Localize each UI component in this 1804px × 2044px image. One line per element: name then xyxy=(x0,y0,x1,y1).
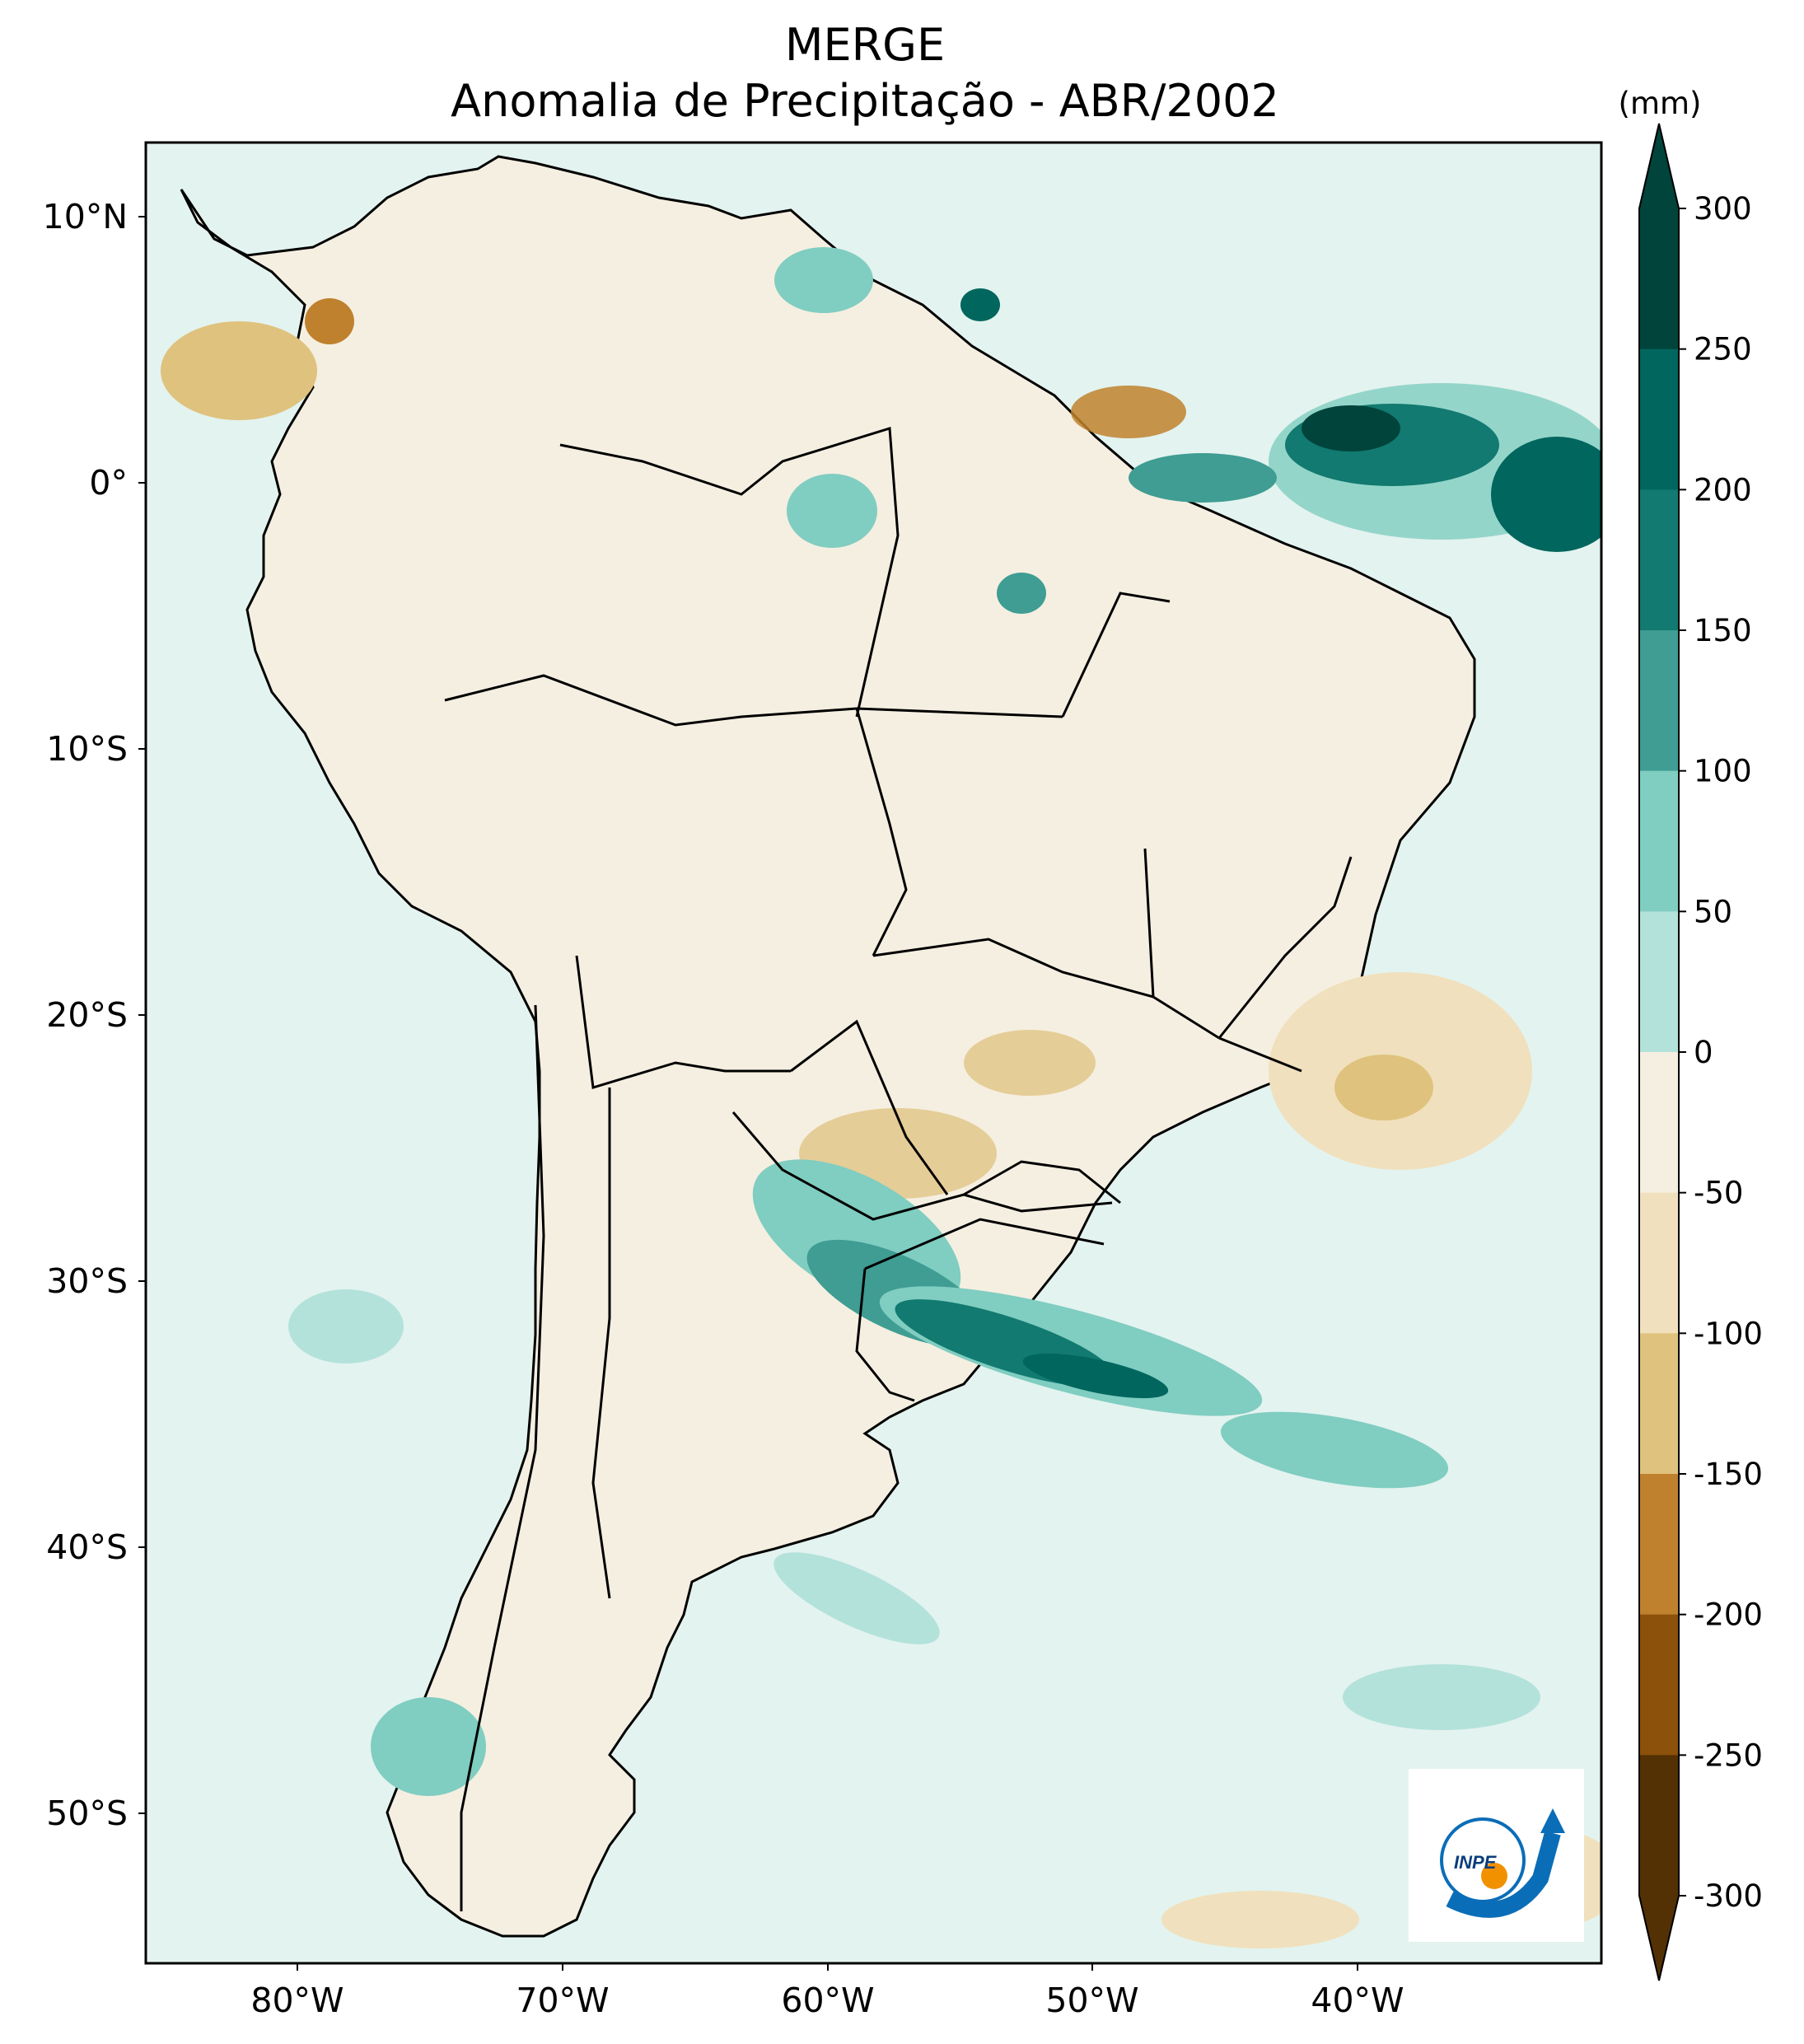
lat-label-10s: 10°S xyxy=(46,729,128,769)
colorbar-tick-label: 0 xyxy=(1694,1035,1713,1070)
lon-label-60w: 60°W xyxy=(781,1981,874,2020)
colorbar-extend-max xyxy=(1639,124,1679,208)
colorbar-tick-label: 300 xyxy=(1694,191,1752,227)
map-frame-content xyxy=(146,143,1601,1963)
latitude-axis: 10°N 0° 10°S 20°S 30°S 40°S 50°S xyxy=(43,197,146,1833)
colorbar-band xyxy=(1639,1333,1679,1475)
colorbar-band xyxy=(1639,1614,1679,1756)
colorbar-band xyxy=(1639,348,1679,490)
colorbar-band xyxy=(1639,208,1679,350)
inpe-logo-text: INPE xyxy=(1454,1852,1498,1873)
longitude-axis: 80°W 70°W 60°W 50°W 40°W xyxy=(250,1963,1404,2020)
south-america-landmass xyxy=(180,155,1476,1938)
colorbar-band xyxy=(1639,489,1679,631)
lat-label-10n: 10°N xyxy=(43,197,128,236)
lat-label-20s: 20°S xyxy=(46,995,128,1035)
colorbar-tick-label: -150 xyxy=(1694,1457,1763,1492)
colorbar-tick-label: 50 xyxy=(1694,894,1732,929)
colorbar-tick-label: 200 xyxy=(1694,472,1752,507)
colorbar-tick-label: -50 xyxy=(1694,1176,1743,1211)
lat-label-50s: 50°S xyxy=(46,1794,128,1833)
colorbar-band xyxy=(1639,1052,1679,1194)
colorbar-tick-label: 100 xyxy=(1694,754,1752,789)
colorbar-tick-label: -300 xyxy=(1694,1878,1763,1914)
colorbar-tick-label: -250 xyxy=(1694,1738,1763,1773)
colorbar-unit: (mm) xyxy=(1619,86,1702,121)
colorbar-band xyxy=(1639,1474,1679,1616)
colorbar-tick-label: -100 xyxy=(1694,1316,1763,1351)
map-title-line1: MERGE xyxy=(784,19,946,71)
lat-label-40s: 40°S xyxy=(46,1527,128,1567)
colorbar-band xyxy=(1639,630,1679,772)
lon-label-40w: 40°W xyxy=(1311,1981,1404,2020)
inpe-logo: INPE xyxy=(1409,1769,1584,1942)
map-frame xyxy=(144,141,1603,1965)
lon-label-70w: 70°W xyxy=(516,1981,609,2020)
map-title-line2: Anomalia de Precipitação - ABR/2002 xyxy=(451,75,1279,127)
colorbar-band xyxy=(1639,1755,1679,1897)
colorbar-band xyxy=(1639,1192,1679,1334)
colorbar-tick-label: 150 xyxy=(1694,613,1752,648)
colorbar-band xyxy=(1639,911,1679,1053)
lon-label-50w: 50°W xyxy=(1045,1981,1138,2020)
lon-label-80w: 80°W xyxy=(250,1981,344,2020)
colorbar-tick-label: 250 xyxy=(1694,332,1752,367)
anomaly-fields xyxy=(161,247,1601,1948)
colorbar-band xyxy=(1639,770,1679,912)
colorbar-tick-label: -200 xyxy=(1694,1597,1763,1633)
inpe-logo-dot xyxy=(1481,1863,1507,1889)
colorbar: 300 250 200 150 100 50 0 -50 -100 -150 -200 -250 -30… xyxy=(1638,123,1763,1981)
political-borders xyxy=(444,427,1353,1911)
lat-label-30s: 30°S xyxy=(46,1261,128,1301)
lat-label-0: 0° xyxy=(89,463,128,503)
colorbar-extend-min xyxy=(1639,1896,1679,1981)
